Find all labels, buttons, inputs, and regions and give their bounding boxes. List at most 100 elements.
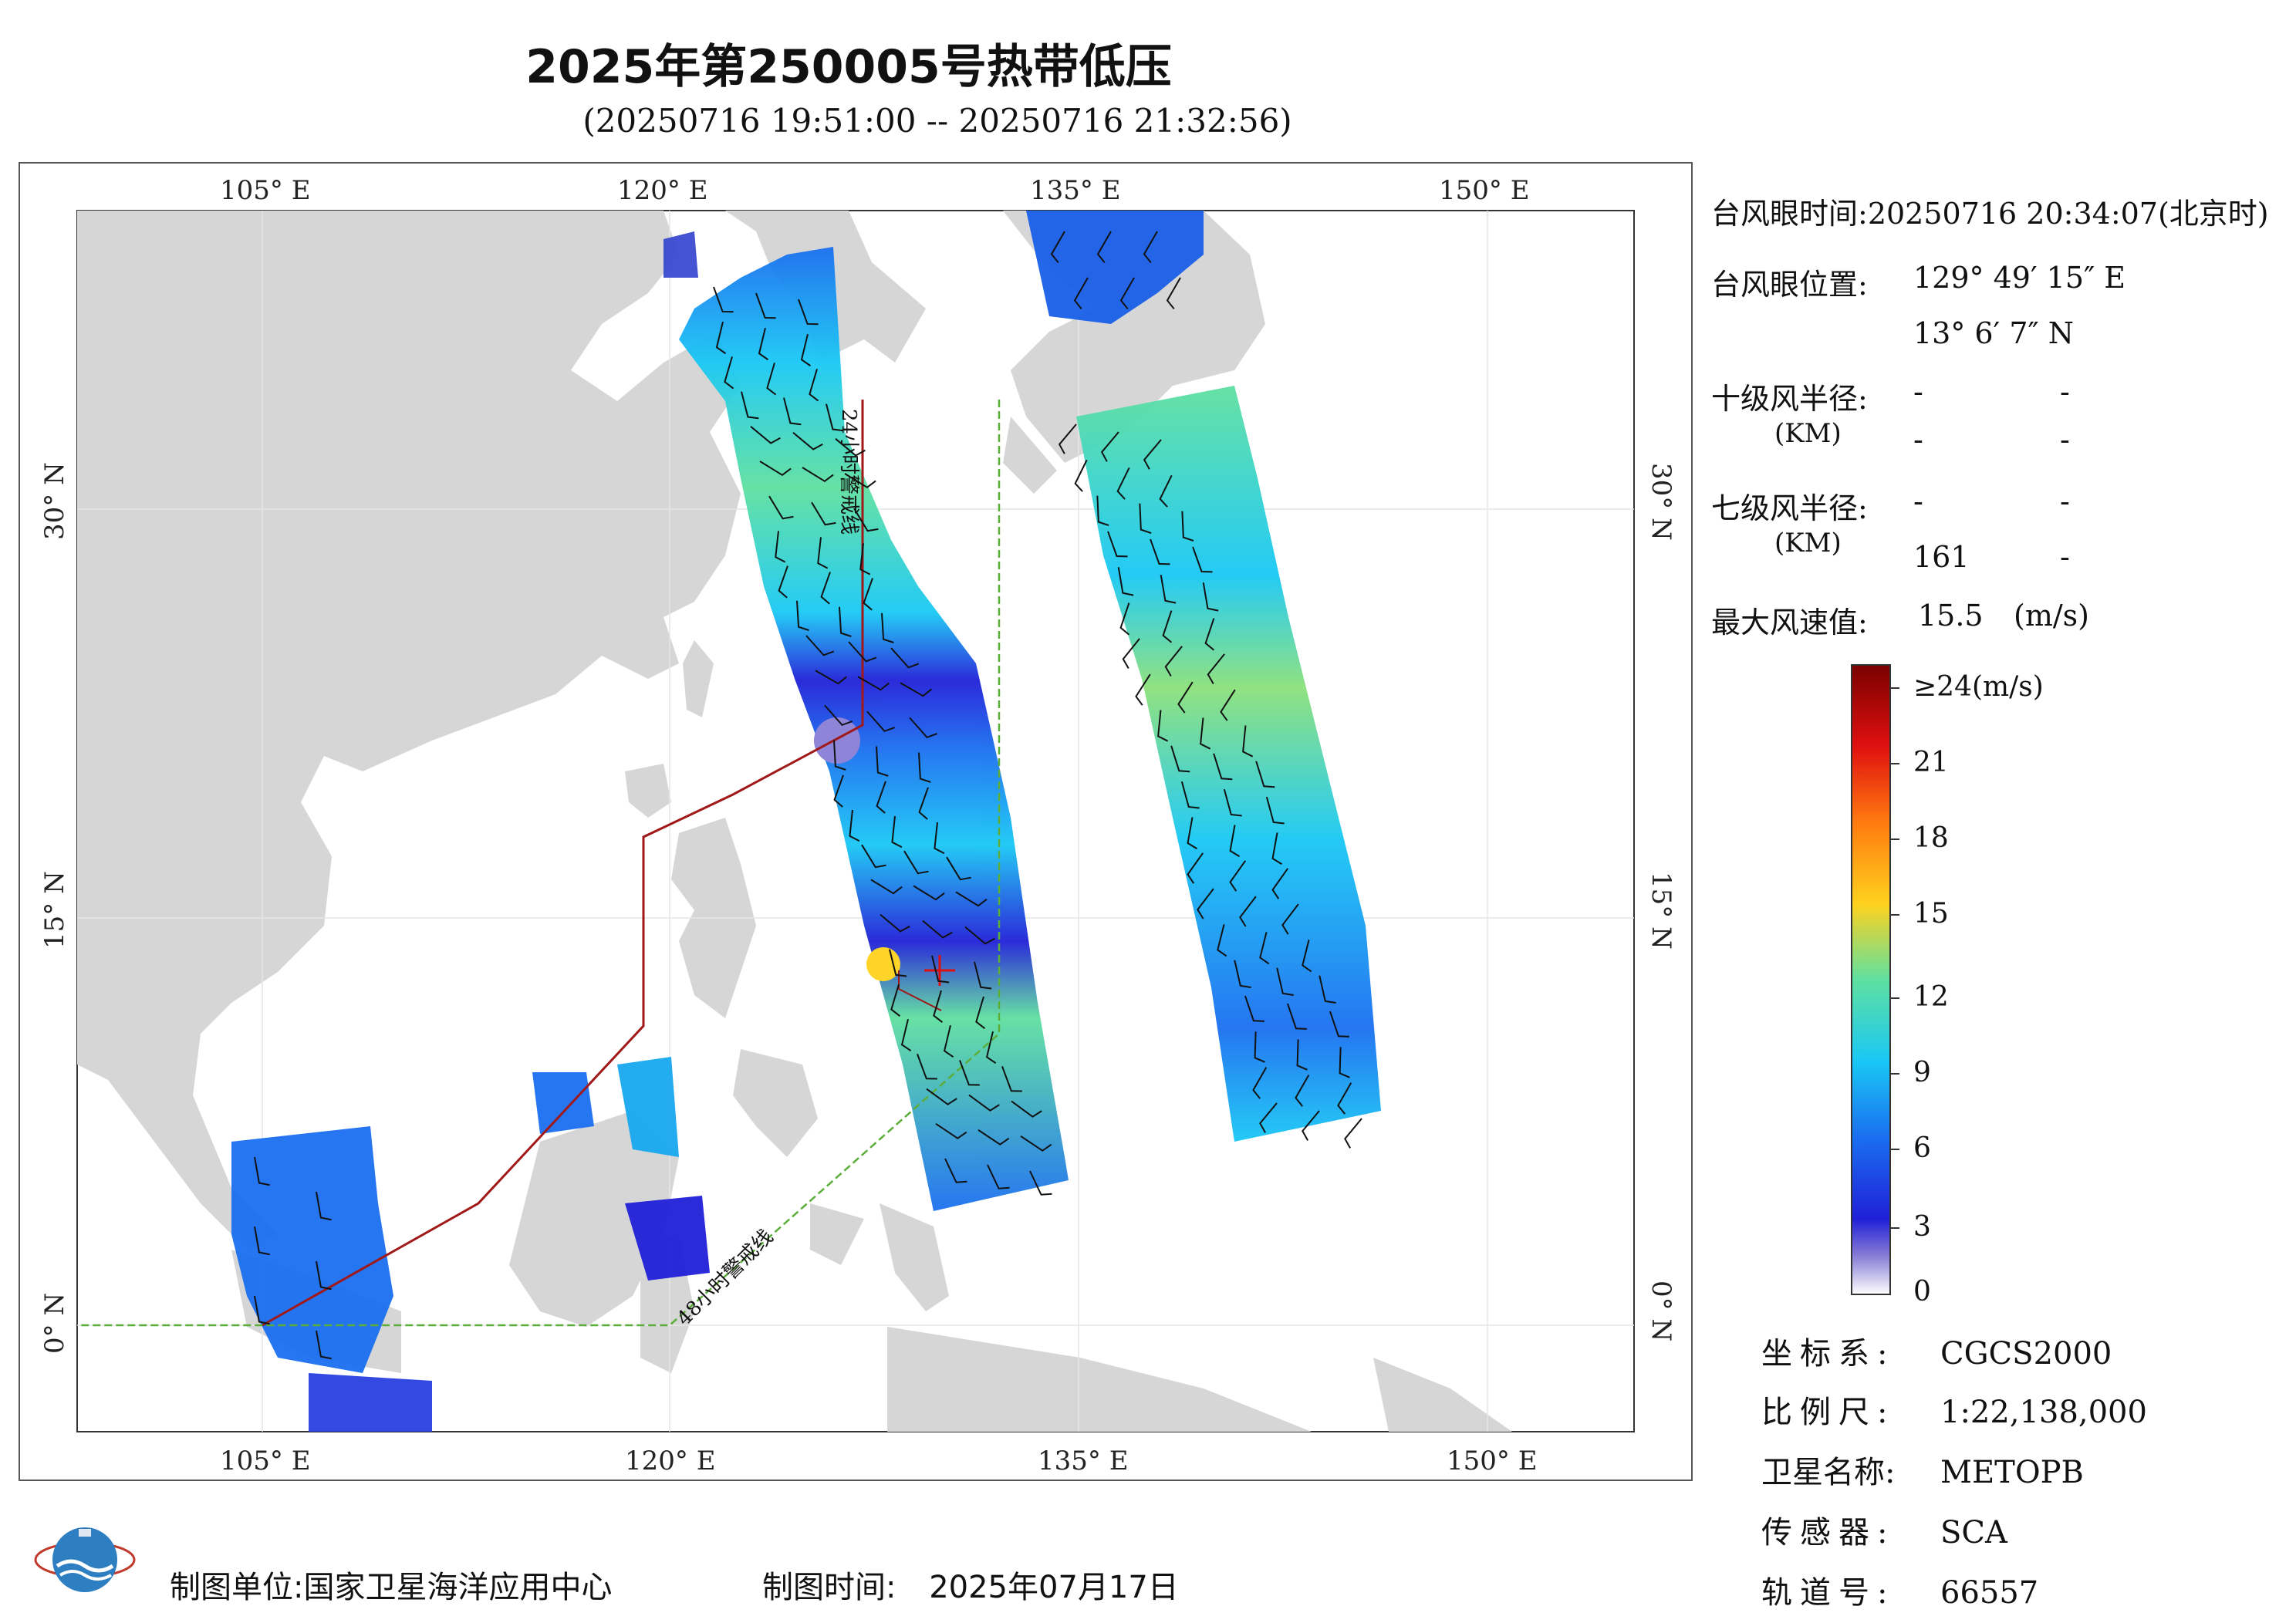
eye-time: 台风眼时间:20250716 20:34:07(北京时) <box>1711 190 2269 232</box>
wind-barb <box>815 670 847 685</box>
wind-barb <box>1177 681 1194 714</box>
wind-barb <box>1192 546 1213 573</box>
wind-barb <box>1119 602 1130 636</box>
wind-barb <box>985 1031 997 1065</box>
wind-barb <box>833 774 844 808</box>
wind-barb <box>889 949 907 977</box>
meta-coord-value: CGCS2000 <box>1940 1336 2112 1372</box>
map-frame <box>19 162 1693 1481</box>
wind-barb <box>1096 495 1109 527</box>
eye-lat: 13° 6′ 7″ N <box>1913 316 2075 350</box>
wind-barb <box>254 1156 270 1186</box>
colorbar-label: 12 <box>1913 981 1949 1013</box>
footer-time: 制图时间: 2025年07月17日 <box>762 1562 1179 1607</box>
lat-tick: 15° N <box>1646 872 1676 950</box>
r7-unit: (KM) <box>1774 528 1842 558</box>
wind-barb <box>946 856 971 881</box>
wind-barb <box>859 543 871 575</box>
wind-barb <box>1254 1031 1265 1063</box>
wind-barb <box>931 955 950 984</box>
meta-orbit-value: 66557 <box>1940 1575 2039 1611</box>
map-subtitle: (20250716 19:51:00 -- 20250716 21:32:56) <box>582 102 1292 140</box>
wind-barb <box>759 461 792 477</box>
wind-barb <box>800 333 812 367</box>
wind-barb <box>1117 567 1134 596</box>
wind-barb <box>1164 646 1183 677</box>
wind-barb <box>1143 439 1162 470</box>
wind-barb <box>1213 753 1233 781</box>
wind-barb <box>802 467 834 483</box>
wind-barb <box>1001 1066 1022 1092</box>
wind-barb <box>876 781 886 814</box>
r7-label: 七级风半径: <box>1711 491 1868 525</box>
lat-tick: 0° N <box>39 1293 70 1354</box>
wind-barb <box>1207 653 1225 685</box>
r10-value: - <box>2060 423 2070 457</box>
lon-tick: 135° E <box>1030 175 1121 206</box>
wind-barb <box>866 710 895 733</box>
wind-barb <box>1229 860 1247 892</box>
eye-time-value: 20250716 20:34:07(北京时) <box>1867 197 2269 231</box>
wind-barb <box>903 850 929 875</box>
wind-barb <box>968 1094 1000 1112</box>
wind-barb <box>1287 1003 1307 1030</box>
footer-time-label: 制图时间: <box>762 1570 896 1605</box>
wind-barb <box>817 537 829 569</box>
wind-barb <box>1204 618 1215 651</box>
land-masses <box>77 211 1512 1432</box>
wind-barb <box>1011 1100 1042 1118</box>
r10-label: 十级风半径: <box>1711 382 1868 416</box>
wind-barb <box>750 426 781 444</box>
r7-value: - <box>2060 540 2070 574</box>
wind-barb <box>909 717 937 739</box>
wind-barb <box>944 1158 967 1183</box>
wind-barb <box>826 403 844 432</box>
wind-barb <box>1170 745 1190 773</box>
wind-barb <box>1187 852 1204 884</box>
wind-swaths <box>231 211 1381 1432</box>
wind-barb <box>1319 975 1336 1004</box>
wind-barb <box>918 787 929 820</box>
wind-barb <box>900 1018 912 1052</box>
colorbar-label: 0 <box>1913 1276 1931 1308</box>
wind-barb <box>880 913 910 933</box>
wind-barb <box>844 473 876 489</box>
lon-tick: 120° E <box>617 175 708 206</box>
wind-barb <box>1020 1135 1052 1152</box>
colorbar-label: 18 <box>1913 822 1949 854</box>
r10-value: - <box>2060 375 2070 409</box>
r7-value: - <box>2060 484 2070 518</box>
wind-barb <box>316 1330 332 1360</box>
lon-tick: 105° E <box>220 175 311 206</box>
meta-scale-value: 1:22,138,000 <box>1940 1395 2147 1430</box>
eye-time-label: 台风眼时间: <box>1711 197 1868 231</box>
meta-scale-label: 比例尺: <box>1761 1395 1896 1430</box>
wind-barb <box>848 641 877 663</box>
wind-barb <box>861 844 886 869</box>
lat-tick: 0° N <box>1646 1281 1676 1341</box>
lon-tick: 120° E <box>625 1446 716 1476</box>
meta-sensor-value: SCA <box>1940 1515 2007 1550</box>
wind-barb <box>316 1260 332 1291</box>
meta-coord: 坐标系: CGCS2000 <box>1761 1328 2112 1373</box>
wind-barb <box>741 391 759 420</box>
wind-barb <box>849 809 860 842</box>
wind-barb <box>918 752 931 783</box>
lon-ticks-bottom: 105° E 120° E 135° E 150° E <box>220 1446 1538 1476</box>
wind-barb <box>316 1191 332 1221</box>
wind-barb <box>955 891 988 907</box>
r10-value: - <box>1913 423 1923 457</box>
wind-barb <box>1296 1039 1308 1071</box>
wind-barb <box>805 635 835 656</box>
footer-time-value: 2025年07月17日 <box>929 1570 1179 1605</box>
colorbar-label: 3 <box>1913 1211 1931 1243</box>
wind-barb <box>1116 467 1130 500</box>
wind-barb <box>1271 868 1289 899</box>
footer-unit: 制图单位:国家卫星海洋应用中心 <box>170 1562 612 1607</box>
wind-barb <box>959 1060 980 1086</box>
wind-barb <box>1220 689 1236 721</box>
wind-barb <box>1029 1170 1052 1196</box>
wind-barb <box>853 508 879 532</box>
wind-barb <box>254 1226 270 1256</box>
wind-barb <box>1265 796 1285 825</box>
